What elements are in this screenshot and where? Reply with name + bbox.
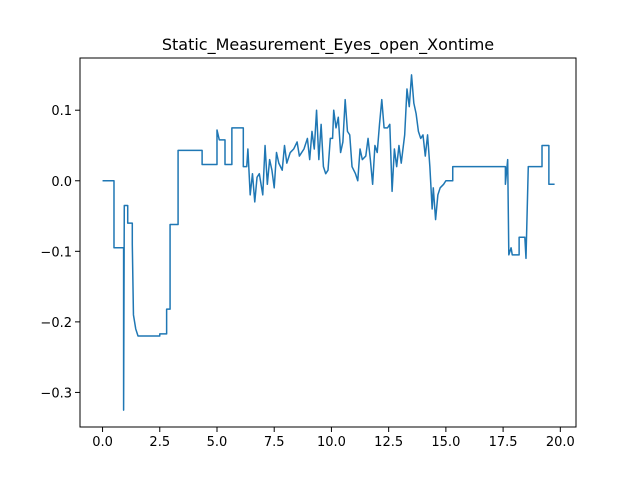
x-tick-label: 0.0	[92, 435, 113, 450]
x-tick-label: 12.5	[374, 435, 403, 450]
y-tick-label: 0.1	[51, 104, 72, 119]
y-tick-label: −0.2	[40, 316, 72, 331]
x-tick-label: 17.5	[489, 435, 518, 450]
x-tick-label: 7.5	[264, 435, 285, 450]
plot-frame	[79, 57, 577, 428]
chart-title: Static_Measurement_Eyes_open_Xontime	[162, 35, 494, 55]
x-tick-label: 2.5	[149, 435, 170, 450]
y-tick-label: −0.1	[40, 245, 72, 260]
y-tick-label: 0.0	[51, 175, 72, 190]
y-tick-label: −0.3	[40, 386, 72, 401]
data-line	[102, 74, 555, 411]
x-tick-label: 15.0	[431, 435, 460, 450]
x-tick-label: 20.0	[546, 435, 575, 450]
x-tick-label: 10.0	[317, 435, 346, 450]
x-tick-label: 5.0	[207, 435, 228, 450]
